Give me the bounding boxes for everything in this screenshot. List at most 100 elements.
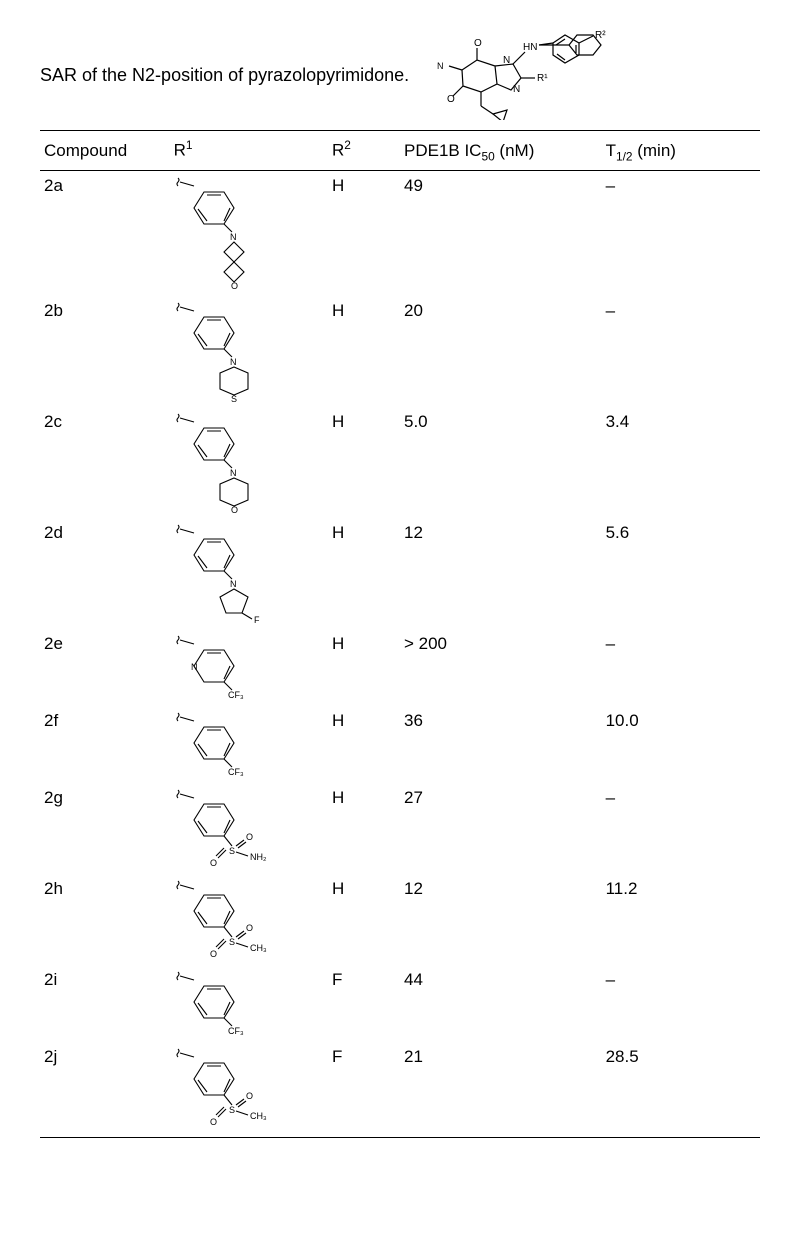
cell-ic50: 36 [400, 706, 602, 783]
cell-r1-structure: S O O CH₃ [170, 1042, 328, 1138]
table-row: 2h SOOCH₃ H 12 11.2 [40, 874, 760, 965]
cell-r2: H [328, 171, 400, 297]
svg-text:O: O [210, 949, 217, 959]
cell-thalf: 28.5 [602, 1042, 760, 1138]
cell-compound: 2j [40, 1042, 170, 1138]
svg-text:O: O [474, 38, 482, 49]
structure-icon: NF [174, 523, 274, 627]
svg-text:CF₃: CF₃ [228, 1026, 244, 1036]
table-row: 2d NF H 12 5.6 [40, 518, 760, 629]
cell-ic50: 20 [400, 296, 602, 407]
svg-text:R²: R² [595, 30, 606, 41]
core-structure-icon: O O N N N R¹ HN R² [417, 30, 627, 120]
svg-text:CF₃: CF₃ [228, 690, 244, 700]
svg-text:O: O [231, 505, 238, 515]
cell-compound: 2g [40, 783, 170, 874]
sar-table: Compound R1 R2 PDE1B IC50 (nM) T1/2 (min… [40, 130, 760, 1138]
structure-icon: N CF₃ [174, 634, 274, 704]
svg-text:O: O [231, 281, 238, 291]
structure-icon: SOOCH₃ [174, 879, 274, 963]
svg-text:N: N [437, 61, 444, 71]
table-row: 2a N O H 49 – [40, 171, 760, 297]
col-r2: R2 [328, 131, 400, 171]
cell-r2: H [328, 874, 400, 965]
svg-text:N: N [513, 84, 520, 95]
cell-ic50: 12 [400, 874, 602, 965]
header-row: Compound R1 R2 PDE1B IC50 (nM) T1/2 (min… [40, 131, 760, 171]
figure-caption-row: SAR of the N2-position of pyrazolopyrimi… [40, 30, 760, 120]
table-row: 2e NCF₃ H > 200 – [40, 629, 760, 706]
col-r1: R1 [170, 131, 328, 171]
structure-icon: CF₃ [174, 970, 274, 1040]
svg-text:HN: HN [523, 42, 537, 53]
structure-icon: NO [174, 412, 274, 516]
table-row: 2g S O O NH₂ H 27 – [40, 783, 760, 874]
col-ic50: PDE1B IC50 (nM) [400, 131, 602, 171]
cell-r2: F [328, 965, 400, 1042]
cell-r2: H [328, 518, 400, 629]
cell-compound: 2h [40, 874, 170, 965]
svg-text:O: O [447, 94, 455, 105]
cell-r1-structure: CF₃ [170, 706, 328, 783]
cell-ic50: 21 [400, 1042, 602, 1138]
cell-thalf: – [602, 171, 760, 297]
cell-compound: 2i [40, 965, 170, 1042]
cell-r1-structure: NS [170, 296, 328, 407]
svg-text:S: S [229, 846, 235, 856]
cell-thalf: – [602, 965, 760, 1042]
cell-ic50: 44 [400, 965, 602, 1042]
col-compound: Compound [40, 131, 170, 171]
svg-text:N: N [191, 662, 198, 672]
cell-compound: 2a [40, 171, 170, 297]
svg-text:R¹: R¹ [537, 73, 548, 84]
svg-text:O: O [246, 832, 253, 842]
cell-r1-structure: NF [170, 518, 328, 629]
structure-icon: CF₃ [174, 711, 274, 781]
cell-r2: H [328, 706, 400, 783]
cell-r1-structure: NO [170, 407, 328, 518]
svg-text:S: S [229, 937, 235, 947]
cell-ic50: 5.0 [400, 407, 602, 518]
svg-text:N: N [503, 55, 510, 66]
svg-text:O: O [246, 1091, 253, 1101]
svg-text:N: N [230, 232, 237, 242]
cell-r2: H [328, 783, 400, 874]
svg-text:F: F [254, 615, 260, 625]
cell-r1-structure: N CF₃ [170, 629, 328, 706]
structure-icon: N O [174, 176, 274, 294]
structure-icon: NS [174, 301, 274, 405]
svg-text:N: N [230, 579, 237, 589]
cell-thalf: 3.4 [602, 407, 760, 518]
svg-text:NH₂: NH₂ [250, 852, 267, 862]
svg-text:S: S [231, 394, 237, 404]
structure-icon: S O O NH₂ [174, 788, 274, 872]
cell-compound: 2d [40, 518, 170, 629]
cell-r2: H [328, 407, 400, 518]
cell-thalf: – [602, 296, 760, 407]
svg-text:CH₃: CH₃ [250, 943, 267, 953]
svg-text:CF₃: CF₃ [228, 767, 244, 777]
svg-text:O: O [210, 1117, 217, 1127]
svg-text:S: S [229, 1105, 235, 1115]
cell-thalf: – [602, 783, 760, 874]
svg-text:N: N [230, 357, 237, 367]
svg-text:O: O [210, 858, 217, 868]
cell-ic50: 27 [400, 783, 602, 874]
cell-compound: 2f [40, 706, 170, 783]
cell-r1-structure: SOOCH₃ [170, 874, 328, 965]
cell-r1-structure: CF₃ [170, 965, 328, 1042]
cell-ic50: 49 [400, 171, 602, 297]
caption-text: SAR of the N2-position of pyrazolopyrimi… [40, 65, 409, 86]
cell-r1-structure: S O O NH₂ [170, 783, 328, 874]
cell-thalf: 11.2 [602, 874, 760, 965]
table-row: 2b NS H 20 – [40, 296, 760, 407]
svg-text:CH₃: CH₃ [250, 1111, 267, 1121]
col-thalf: T1/2 (min) [602, 131, 760, 171]
cell-compound: 2e [40, 629, 170, 706]
cell-ic50: > 200 [400, 629, 602, 706]
cell-thalf: 5.6 [602, 518, 760, 629]
table-row: 2c NO H 5.0 3.4 [40, 407, 760, 518]
table-row: 2i CF₃ F 44 – [40, 965, 760, 1042]
cell-ic50: 12 [400, 518, 602, 629]
svg-text:N: N [230, 468, 237, 478]
